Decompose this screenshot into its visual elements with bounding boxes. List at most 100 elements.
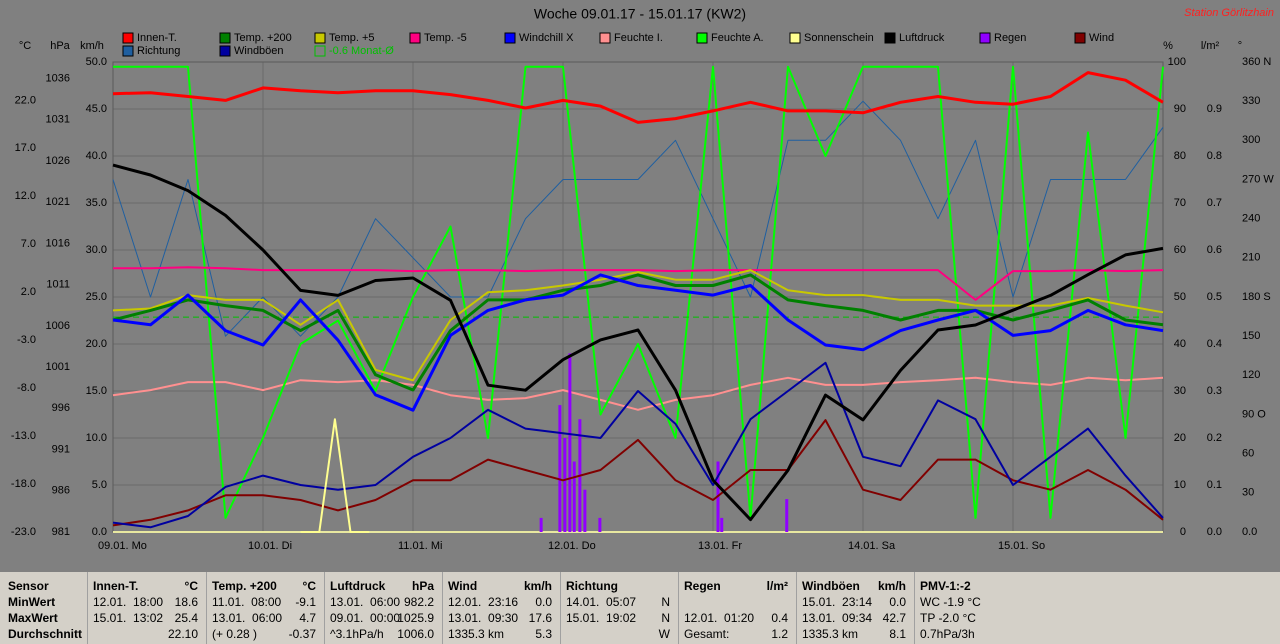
- y-tick-label: 0.0: [92, 526, 107, 538]
- stat-label: 1335.3 km: [802, 627, 859, 641]
- y-tick-label: 1016: [46, 237, 70, 249]
- series-line: [112, 163, 1164, 522]
- y-tick-label: 30.0: [86, 244, 107, 256]
- y-tick-label: 0.1: [1207, 479, 1222, 491]
- y-tick-label: 1026: [46, 155, 70, 167]
- y-tick-label: 1006: [46, 320, 70, 332]
- stat-value: 1006.0: [397, 627, 434, 641]
- axis-unit: °: [1238, 40, 1242, 52]
- column-header: Innen-T.: [93, 579, 139, 593]
- stat-label: 13.01. 06:00: [212, 611, 283, 625]
- rain-bar: [785, 499, 789, 532]
- axis-unit: hPa: [50, 40, 70, 52]
- y-tick-label: 1021: [46, 196, 70, 208]
- chart: Woche 09.01.17 - 15.01.17 (KW2) Station …: [10, 5, 1275, 552]
- series-line: [112, 419, 1164, 527]
- legend-swatch: [314, 45, 326, 57]
- y-tick-label: 0.7: [1207, 197, 1222, 209]
- y-tick-label: -18.0: [11, 478, 36, 490]
- y-tick-label: 991: [52, 443, 70, 455]
- y-tick-label: 1011: [46, 279, 70, 291]
- stat-label: 13.01. 09:34: [802, 611, 873, 625]
- y-tick-label: 1036: [46, 72, 70, 84]
- y-tick-label: 100: [1168, 56, 1186, 68]
- y-tick-label: 45.0: [86, 103, 107, 115]
- row-label: MaxWert: [8, 611, 58, 625]
- stat-value: 17.6: [528, 611, 552, 625]
- stat-label: 15.01. 13:02: [93, 611, 164, 625]
- y-tick-label: -3.0: [17, 334, 36, 346]
- y-tick-label: 1001: [46, 361, 70, 373]
- stat-label: 15.01. 19:02: [566, 611, 637, 625]
- stat-value: 18.6: [174, 595, 198, 609]
- column-separator: [678, 572, 679, 644]
- stat-value: 4.7: [299, 611, 316, 625]
- stat-value: 0.4: [771, 611, 788, 625]
- y-tick-label: 50: [1174, 291, 1186, 303]
- y-tick-label: 90: [1174, 103, 1186, 115]
- series-line: [113, 266, 1164, 301]
- y-tick-label: 30: [1174, 385, 1186, 397]
- y-tick-label: -13.0: [11, 430, 36, 442]
- stat-label: ^3.1hPa/h: [330, 627, 384, 641]
- y-tick-label: 270 W: [1242, 173, 1274, 185]
- column-unit: hPa: [411, 579, 434, 593]
- column-unit: km/h: [523, 579, 552, 593]
- series-line: [113, 65, 1164, 519]
- y-tick-label: 17.0: [15, 142, 36, 154]
- stat-value: 42.7: [882, 611, 906, 625]
- y-tick-label: 1031: [46, 114, 70, 126]
- rain-bar: [598, 517, 602, 532]
- y-tick-label: 0.4: [1207, 338, 1222, 350]
- y-tick-label: 25.0: [86, 291, 107, 303]
- legend-swatch: [789, 32, 801, 44]
- y-tick-label: 40: [1174, 338, 1186, 350]
- legend-swatch: [122, 45, 134, 57]
- stat-value: 22.10: [167, 627, 198, 641]
- legend-label: Sonnenschein: [804, 32, 874, 44]
- y-tick-label: 5.0: [92, 479, 107, 491]
- y-tick-label: 22.0: [15, 94, 36, 106]
- stat-label: 12.01. 23:16: [448, 595, 519, 609]
- y-tick-label: -23.0: [11, 526, 36, 538]
- chart-title: Woche 09.01.17 - 15.01.17 (KW2): [534, 6, 746, 22]
- legend-swatch: [314, 32, 326, 44]
- stat-value: N: [661, 611, 670, 625]
- y-tick-label: 70: [1174, 197, 1186, 209]
- y-tick-label: 180 S: [1242, 291, 1271, 303]
- column-header: Richtung: [566, 579, 618, 593]
- legend-label: Windböen: [234, 45, 284, 57]
- series-line: [300, 418, 370, 533]
- x-tick-label: 11.01. Mi: [398, 540, 442, 552]
- y-tick-label: 996: [52, 402, 70, 414]
- y-tick-label: 0.3: [1207, 385, 1222, 397]
- column-separator: [206, 572, 207, 644]
- stat-value: 982.2: [403, 595, 434, 609]
- stat-label: 15.01. 23:14: [802, 595, 873, 609]
- stat-label: 13.01. 09:30: [448, 611, 519, 625]
- stat-label: 13.01. 06:00: [330, 595, 401, 609]
- series-line: [112, 71, 1164, 124]
- y-tick-label: 0.0: [1242, 526, 1257, 538]
- y-tick-label: 0.8: [1207, 150, 1222, 162]
- stat-label: 09.01. 00:00: [330, 611, 401, 625]
- column-header: Regen: [684, 579, 721, 593]
- y-tick-label: 7.0: [21, 238, 36, 250]
- x-tick-label: 12.01. Do: [548, 540, 596, 552]
- y-tick-label: 60: [1242, 448, 1254, 460]
- legend-label: Feuchte I.: [614, 32, 663, 44]
- y-tick-label: 240: [1242, 213, 1260, 225]
- y-tick-label: 10.0: [86, 432, 107, 444]
- stat-value: 1025.9: [397, 611, 434, 625]
- y-tick-label: 80: [1174, 150, 1186, 162]
- y-tick-label: 0.6: [1207, 244, 1222, 256]
- column-unit: °C: [184, 579, 198, 593]
- stat-label: Gesamt:: [684, 627, 730, 641]
- axis-unit: km/h: [80, 40, 104, 52]
- column-separator: [87, 572, 88, 644]
- y-tick-label: 15.0: [86, 385, 107, 397]
- legend-swatch: [409, 32, 421, 44]
- y-tick-label: 35.0: [86, 197, 107, 209]
- rain-bar: [583, 489, 587, 532]
